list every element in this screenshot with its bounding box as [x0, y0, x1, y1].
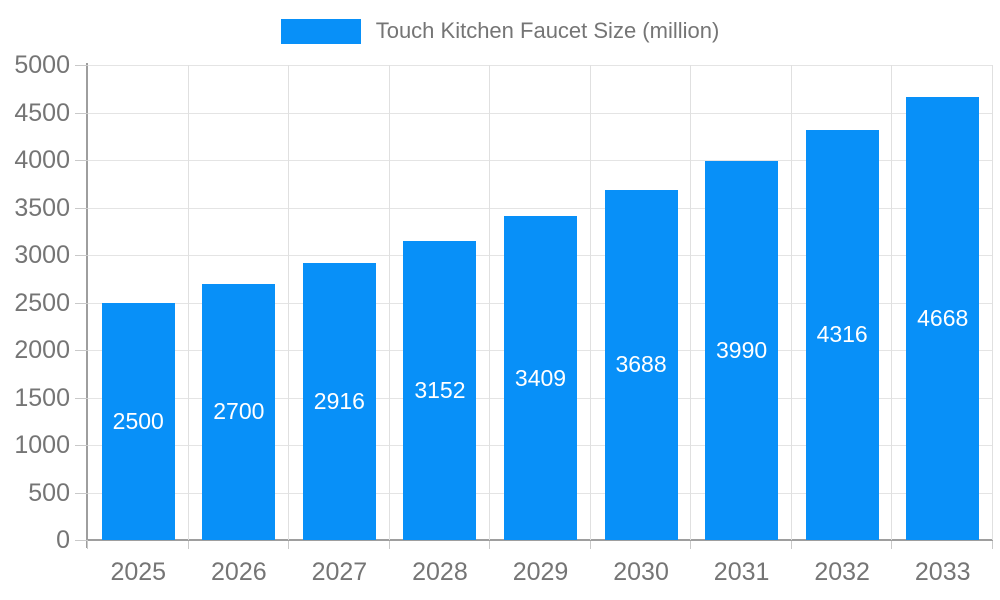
- y-tick: [75, 112, 88, 114]
- y-tick-label: 500: [28, 478, 70, 507]
- x-tick-label: 2027: [311, 558, 368, 586]
- y-tick-label: 2500: [14, 288, 70, 317]
- y-tick: [75, 160, 88, 161]
- x-tick-label: 2032: [814, 558, 870, 586]
- bar-value-label: 4668: [917, 304, 969, 331]
- bar-2032[interactable]: 4316: [805, 129, 879, 540]
- x-tick-label: 2026: [211, 558, 267, 586]
- v-gridline: [388, 65, 390, 540]
- x-tick-label: 2031: [713, 558, 770, 586]
- y-tick-label: 3000: [14, 241, 70, 269]
- x-tick: [288, 541, 290, 549]
- bar-value-label: 3688: [615, 351, 667, 378]
- bar-2033[interactable]: 4668: [906, 96, 980, 540]
- bar-2029[interactable]: 3409: [504, 216, 577, 540]
- y-tick-label: 4000: [14, 146, 70, 174]
- legend-item[interactable]: Touch Kitchen Faucet Size (million): [280, 18, 720, 44]
- v-gridline: [790, 65, 792, 540]
- y-tick: [75, 255, 88, 256]
- x-tick-label: 2033: [914, 558, 971, 586]
- y-tick-label: 3500: [14, 193, 70, 222]
- v-gridline: [187, 65, 189, 540]
- x-tick: [388, 541, 390, 549]
- bar-value-label: 2500: [112, 407, 164, 434]
- y-tick-label: 0: [56, 526, 70, 554]
- v-gridline: [489, 65, 491, 540]
- legend-swatch: [280, 18, 361, 44]
- plot-area: 2500 2700 2916 3152 3409 3688 3990 4316 4668: [88, 65, 993, 540]
- y-tick: [75, 445, 88, 446]
- bar-value-label: 2916: [313, 387, 365, 414]
- v-gridline: [288, 65, 290, 540]
- x-tick: [690, 541, 692, 549]
- bar-value-label: 3152: [414, 376, 466, 403]
- x-tick-label: 2028: [412, 558, 468, 586]
- y-tick: [75, 397, 88, 399]
- bar-2027[interactable]: 2916: [302, 262, 376, 540]
- x-tick: [790, 541, 792, 549]
- bar-value-label: 4316: [816, 321, 868, 348]
- x-tick: [187, 541, 189, 549]
- v-gridline: [690, 65, 692, 540]
- v-gridline: [992, 65, 993, 540]
- x-tick: [489, 541, 491, 549]
- y-tick-label: 1500: [14, 383, 70, 412]
- v-gridline: [891, 65, 893, 540]
- x-tick-label: 2030: [613, 558, 669, 586]
- y-tick-label: 4500: [14, 98, 70, 127]
- h-gridline: [88, 160, 993, 161]
- y-tick: [75, 302, 88, 304]
- bar-2031[interactable]: 3990: [705, 160, 779, 540]
- y-tick: [75, 540, 88, 541]
- y-tick-label: 2000: [14, 336, 70, 364]
- legend: Touch Kitchen Faucet Size (million): [0, 18, 1000, 44]
- x-tick-label: 2029: [512, 558, 569, 586]
- bar-2026[interactable]: 2700: [202, 283, 276, 540]
- bar-value-label: 3990: [716, 336, 768, 363]
- bar-2025[interactable]: 2500: [101, 302, 175, 540]
- x-tick: [589, 541, 591, 549]
- y-axis-line: [86, 63, 88, 548]
- bar-value-label: 3409: [514, 364, 567, 391]
- h-gridline: [88, 112, 993, 114]
- y-tick-label: 5000: [14, 51, 70, 79]
- bar-2028[interactable]: 3152: [403, 240, 477, 540]
- h-gridline: [88, 207, 993, 209]
- x-tick: [992, 541, 993, 549]
- legend-label: Touch Kitchen Faucet Size (million): [375, 18, 720, 43]
- y-tick: [75, 207, 88, 209]
- x-tick: [87, 541, 88, 549]
- x-tick-label: 2025: [110, 558, 167, 586]
- v-gridline: [589, 65, 591, 540]
- bar-value-label: 2700: [213, 398, 265, 425]
- x-axis-line: [86, 539, 993, 541]
- h-gridline: [88, 65, 993, 66]
- y-tick: [75, 350, 88, 351]
- x-tick: [891, 541, 893, 549]
- y-tick: [75, 65, 88, 66]
- y-tick-label: 1000: [14, 431, 70, 459]
- bar-2030[interactable]: 3688: [604, 189, 678, 540]
- y-tick: [75, 492, 88, 494]
